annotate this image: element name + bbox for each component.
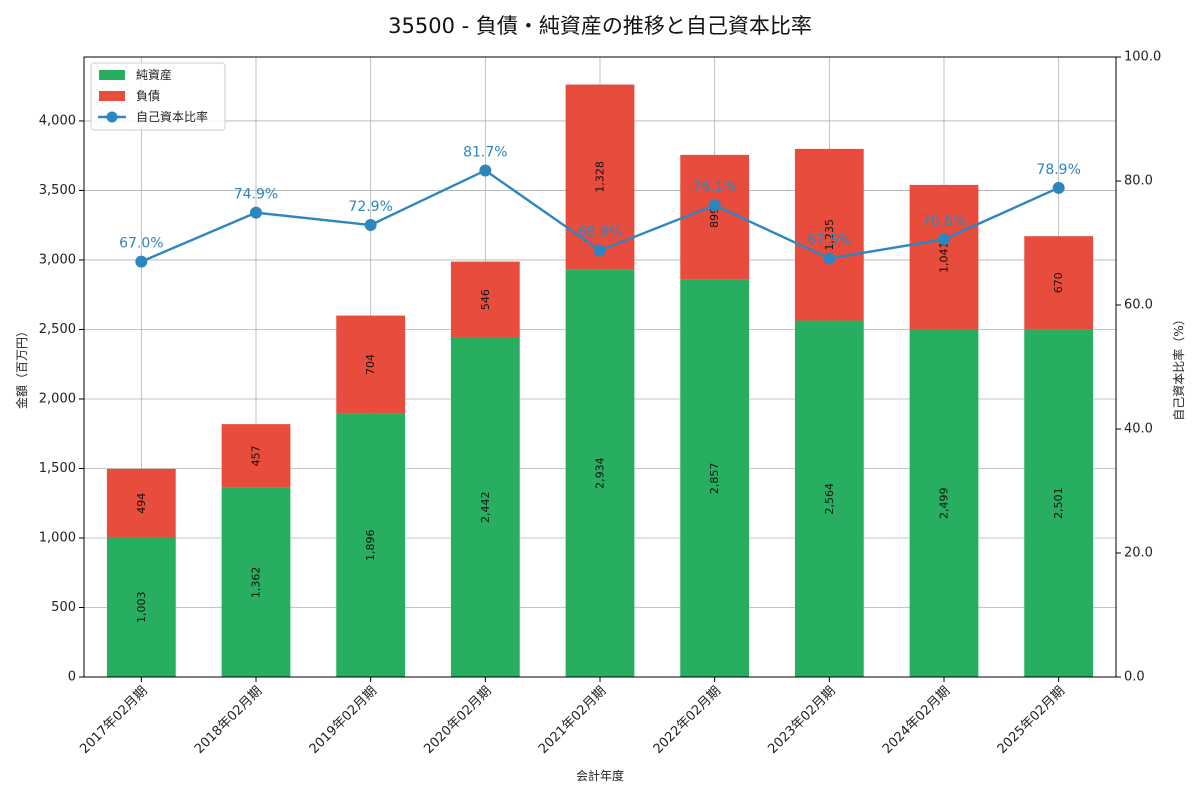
ratio-value-label: 74.9% [234, 187, 278, 203]
liabilities-value-label: 457 [250, 445, 263, 466]
legend-entry: 純資産 [136, 67, 172, 82]
liabilities-bar-6 [794, 148, 864, 321]
y2-tick-label: 100.0 [1124, 50, 1161, 65]
ratio-line-group: 67.0% 74.9% 72.9% 81.7% 68.8% 76.1% 67.5% 70.6%… [119, 144, 1081, 268]
y-tick-label: 3,500 [39, 183, 76, 198]
liabilities-bar-5 [680, 154, 750, 280]
net-assets-value-label: 2,499 [938, 488, 951, 520]
y-axis-label: 金額（百万円） [14, 325, 29, 409]
net-assets-bar-2 [336, 413, 406, 677]
x-tick-label: 2025年02月期 [995, 684, 1068, 757]
net-assets-value-label: 2,564 [823, 483, 836, 515]
ratio-point-4 [594, 244, 606, 257]
liabilities-value-label: 1,235 [823, 219, 836, 251]
y-tick-label: 0 [68, 670, 76, 685]
x-tick-label: 2019年02月期 [307, 684, 380, 757]
x-tick-label: 2024年02月期 [880, 684, 953, 757]
chart-title: 35500 - 負債・純資産の推移と自己資本比率 [388, 14, 812, 38]
net-assets-value-label: 2,857 [708, 463, 721, 495]
liabilities-bar-0 [106, 468, 176, 538]
y2-axis-label: 自己資本比率（%） [1171, 313, 1186, 420]
liabilities-value-label: 670 [1052, 272, 1065, 293]
liabilities-bar-4 [565, 84, 635, 270]
net-assets-bar-7 [909, 329, 979, 677]
ratio-point-0 [135, 255, 148, 268]
y2-tick-label: 20.0 [1124, 546, 1153, 561]
net-assets-bar-6 [794, 320, 864, 677]
x-tick-label: 2022年02月期 [651, 684, 724, 757]
net-assets-value-label: 1,003 [135, 592, 148, 624]
net-assets-bar-5 [680, 279, 750, 677]
ratio-point-1 [250, 206, 262, 219]
liabilities-value-label: 899 [708, 207, 721, 228]
y2-tick-label: 0.0 [1124, 670, 1145, 685]
legend-entry: 負債 [136, 88, 160, 103]
ratio-value-label: 67.5% [807, 233, 851, 249]
legend-swatch-0 [99, 70, 125, 80]
liabilities-value-label: 1,328 [594, 161, 607, 193]
liabilities-value-label: 494 [135, 493, 148, 514]
net-assets-bar-0 [106, 537, 176, 677]
y-tick-label: 1,500 [39, 461, 76, 476]
ratio-value-label: 78.9% [1036, 162, 1080, 178]
net-assets-value-label: 1,362 [250, 567, 263, 599]
legend-marker [106, 111, 118, 123]
net-assets-value-label: 1,896 [364, 529, 377, 561]
ratio-point-7 [938, 233, 950, 246]
ratio-point-5 [708, 199, 721, 212]
y2-tick-label: 80.0 [1124, 174, 1153, 189]
net-assets-value-label: 2,442 [479, 492, 492, 524]
ratio-value-label: 81.7% [463, 144, 507, 160]
legend-swatch-1 [99, 91, 125, 101]
bar-label-group: 1,003 494 1,362 457 1,896 704 2,442 546 2,934 1,3… [135, 161, 1065, 623]
x-tick-label: 2020年02月期 [421, 684, 494, 757]
x-tick-label: 2018年02月期 [192, 684, 265, 757]
bar-group [106, 84, 1094, 677]
x-tick-label: 2023年02月期 [765, 684, 838, 757]
liabilities-bar-3 [450, 261, 520, 338]
net-assets-bar-4 [565, 269, 635, 677]
y2-tick-label: 60.0 [1124, 298, 1153, 313]
y-tick-label: 3,000 [39, 252, 76, 267]
ratio-value-label: 68.8% [578, 224, 622, 240]
y-tick-label: 500 [51, 600, 76, 615]
net-assets-bar-3 [450, 337, 520, 677]
liabilities-bar-2 [336, 315, 406, 414]
ratio-point-6 [823, 252, 836, 265]
net-assets-bar-1 [221, 487, 291, 677]
ratio-value-label: 72.9% [348, 199, 392, 215]
net-assets-value-label: 2,934 [594, 457, 607, 489]
ratio-value-label: 67.0% [119, 236, 163, 252]
liabilities-value-label: 1,041 [938, 241, 951, 273]
ratio-value-label: 70.6% [922, 213, 966, 229]
x-tick-label: 2021年02月期 [536, 684, 609, 757]
net-assets-bar-8 [1024, 329, 1094, 677]
y-tick-label: 4,000 [39, 113, 76, 128]
x-axis-label: 会計年度 [576, 768, 624, 783]
y-tick-label: 1,000 [39, 530, 76, 545]
legend-entry: 自己資本比率 [136, 109, 208, 124]
ratio-point-2 [364, 219, 377, 232]
y-tick-label: 2,000 [39, 391, 76, 406]
ratio-point-3 [479, 164, 492, 177]
liabilities-value-label: 704 [364, 354, 377, 375]
y2-tick-label: 40.0 [1124, 422, 1153, 437]
liabilities-value-label: 546 [479, 289, 492, 310]
ratio-value-label: 76.1% [692, 179, 736, 195]
net-assets-value-label: 2,501 [1052, 487, 1065, 519]
liabilities-bar-8 [1024, 236, 1094, 330]
liabilities-bar-7 [909, 184, 979, 330]
x-tick-label: 2017年02月期 [77, 684, 150, 757]
ratio-point-8 [1052, 181, 1065, 194]
y-tick-label: 2,500 [39, 322, 76, 337]
liabilities-bar-1 [221, 424, 291, 488]
